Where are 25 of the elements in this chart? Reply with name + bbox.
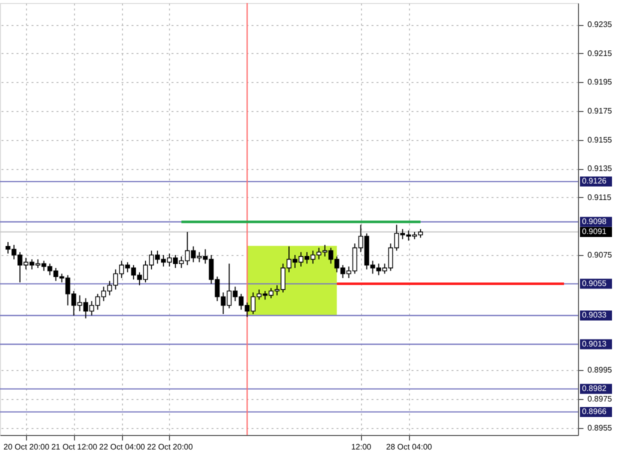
ref-line-label: 0.9126 [582,176,608,186]
x-tick-label: 22 Oct 20:00 [147,442,194,452]
y-tick-label: 0.9175 [588,106,613,116]
ref-line-label: 0.8982 [582,384,608,393]
ref-line-label: 0.9013 [582,339,608,348]
x-tick-label: 22 Oct 04:00 [99,442,146,452]
y-tick-label: 0.9155 [588,135,613,144]
y-tick-label: 0.9115 [588,192,612,202]
y-tick-label: 0.9215 [588,48,613,58]
y-tick-label: 0.8995 [588,366,613,375]
x-tick-label: 21 Oct 12:00 [51,442,98,452]
y-tick-label: 0.8975 [588,394,613,404]
ref-line-label: 0.9033 [582,310,608,320]
y-tick-label: 0.9235 [588,20,613,30]
x-tick-label: 28 Oct 04:00 [386,442,433,452]
x-tick-label: 20 Oct 20:00 [4,442,50,452]
x-tick-label: 12:00 [351,442,372,452]
ref-line-label: 0.9098 [582,216,608,226]
ref-line-label: 0.8966 [582,406,608,416]
ref-line-label: 0.9055 [582,278,608,288]
y-tick-label: 0.9195 [588,78,613,87]
y-tick-label: 0.9135 [588,164,613,174]
y-tick-label: 0.8955 [588,423,613,432]
ref-line-label: 0.9091 [582,226,608,236]
y-tick-label: 0.9075 [588,250,613,260]
